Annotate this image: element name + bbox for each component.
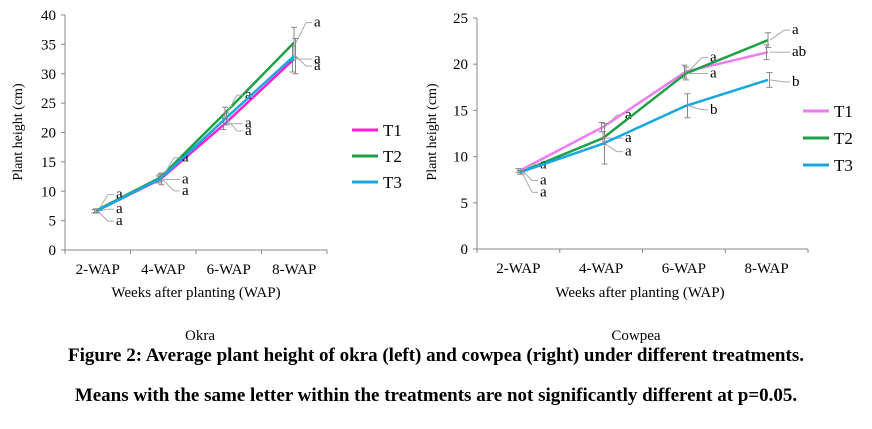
cowpea-significance-letter: a xyxy=(710,50,717,66)
cowpea-x-tick-label: 6-WAP xyxy=(662,261,706,277)
okra-legend-label-t1: T1 xyxy=(383,121,402,140)
cowpea-letter-leader xyxy=(604,114,618,128)
okra-significance-letter: a xyxy=(116,213,123,229)
okra-letter-leader xyxy=(295,22,307,43)
okra-significance-letter: a xyxy=(116,187,123,203)
okra-significance-letter: a xyxy=(245,123,252,139)
cowpea-panel-title: Cowpea xyxy=(611,328,660,344)
figure-caption-line-2: Means with the same letter within the tr… xyxy=(74,385,798,406)
okra-y-tick-label: 0 xyxy=(49,243,57,259)
okra-x-axis-label: Weeks after planting (WAP) xyxy=(111,285,280,301)
okra-letter-leader xyxy=(295,55,307,67)
okra-significance-letter: a xyxy=(314,15,321,31)
cowpea-significance-letter: a xyxy=(540,184,547,200)
figure-caption-line-1: Figure 2: Average plant height of okra (… xyxy=(68,345,804,366)
cowpea-significance-letter: ab xyxy=(792,44,806,60)
cowpea-letter-leader xyxy=(521,172,533,193)
okra-letter-leader xyxy=(97,210,109,222)
cowpea-significance-letter: b xyxy=(710,102,718,118)
okra-panel-title: Okra xyxy=(185,328,215,344)
okra-y-tick-label: 35 xyxy=(41,37,56,53)
cowpea-y-tick-label: 20 xyxy=(453,57,468,73)
okra-x-tick-label: 8-WAP xyxy=(272,262,316,278)
cowpea-significance-letter: a xyxy=(540,172,547,188)
cowpea-series-t2-line xyxy=(519,39,769,174)
okra-significance-letter: a xyxy=(182,172,189,188)
cowpea-series-t1-line xyxy=(519,50,769,172)
cowpea-y-tick-label: 0 xyxy=(461,242,469,258)
okra-y-tick-label: 10 xyxy=(41,184,56,200)
cowpea-y-tick-label: 25 xyxy=(453,11,468,27)
okra-y-tick-label: 5 xyxy=(49,214,57,230)
okra-significance-letter: a xyxy=(116,201,123,217)
okra-x-tick-label: 4-WAP xyxy=(141,262,185,278)
cowpea-x-tick-label: 2-WAP xyxy=(496,261,540,277)
okra-letter-leader xyxy=(226,118,238,132)
okra-y-tick-label: 20 xyxy=(41,126,56,142)
cowpea-y-tick-label: 10 xyxy=(453,150,468,166)
cowpea-x-axis-label: Weeks after planting (WAP) xyxy=(555,285,724,301)
okra-significance-letter: a xyxy=(245,116,252,132)
okra-significance-letter: a xyxy=(314,51,321,67)
okra-y-axis-label: Plant height (cm) xyxy=(11,83,26,181)
cowpea-chart: Plant height (cm) Weeks after planting (… xyxy=(425,11,853,344)
figure-svg: Plant height (cm) Weeks after planting (… xyxy=(11,8,853,344)
okra-legend-label-t2: T2 xyxy=(383,147,402,166)
okra-significance-letter: a xyxy=(314,58,321,74)
okra-significance-letter: a xyxy=(245,87,252,103)
cowpea-significance-letter: a xyxy=(710,65,717,81)
okra-series-t2-line xyxy=(95,41,295,212)
cowpea-legend-label-t1: T1 xyxy=(834,102,853,121)
okra-y-tick-label: 30 xyxy=(41,67,56,83)
cowpea-x-tick-label: 8-WAP xyxy=(745,261,789,277)
cowpea-letter-leader xyxy=(687,105,703,111)
cowpea-y-tick-label: 5 xyxy=(461,196,469,212)
cowpea-legend-label-t2: T2 xyxy=(834,129,853,148)
okra-series-t3-line xyxy=(95,55,295,213)
cowpea-significance-letter: b xyxy=(792,74,800,90)
cowpea-series-t3-line xyxy=(519,78,769,174)
cowpea-letter-leader xyxy=(604,143,618,153)
cowpea-y-axis-label: Plant height (cm) xyxy=(425,83,440,181)
okra-letter-leader xyxy=(97,194,109,211)
okra-letter-leader xyxy=(97,208,109,212)
cowpea-significance-letter: a xyxy=(625,144,632,160)
okra-letter-leader xyxy=(161,178,175,192)
okra-chart: Plant height (cm) Weeks after planting (… xyxy=(11,8,402,344)
cowpea-x-tick-label: 4-WAP xyxy=(579,261,623,277)
okra-significance-letter: a xyxy=(182,150,189,166)
okra-x-tick-label: 6-WAP xyxy=(207,262,251,278)
okra-significance-letter: a xyxy=(182,183,189,199)
cowpea-y-tick-label: 15 xyxy=(453,103,468,119)
okra-y-tick-label: 15 xyxy=(41,155,56,171)
cowpea-legend-label-t3: T3 xyxy=(834,156,853,175)
cowpea-significance-letter: a xyxy=(625,130,632,146)
okra-legend-label-t3: T3 xyxy=(383,173,402,192)
cowpea-significance-letter: a xyxy=(625,107,632,123)
okra-y-tick-label: 25 xyxy=(41,96,56,112)
okra-y-tick-label: 40 xyxy=(41,8,56,24)
okra-letter-leader xyxy=(226,94,238,114)
cowpea-significance-letter: a xyxy=(792,22,799,38)
cowpea-letter-leader xyxy=(769,79,785,83)
cowpea-letter-leader xyxy=(687,57,703,72)
okra-x-tick-label: 2-WAP xyxy=(76,262,120,278)
cowpea-letter-leader xyxy=(769,29,785,41)
